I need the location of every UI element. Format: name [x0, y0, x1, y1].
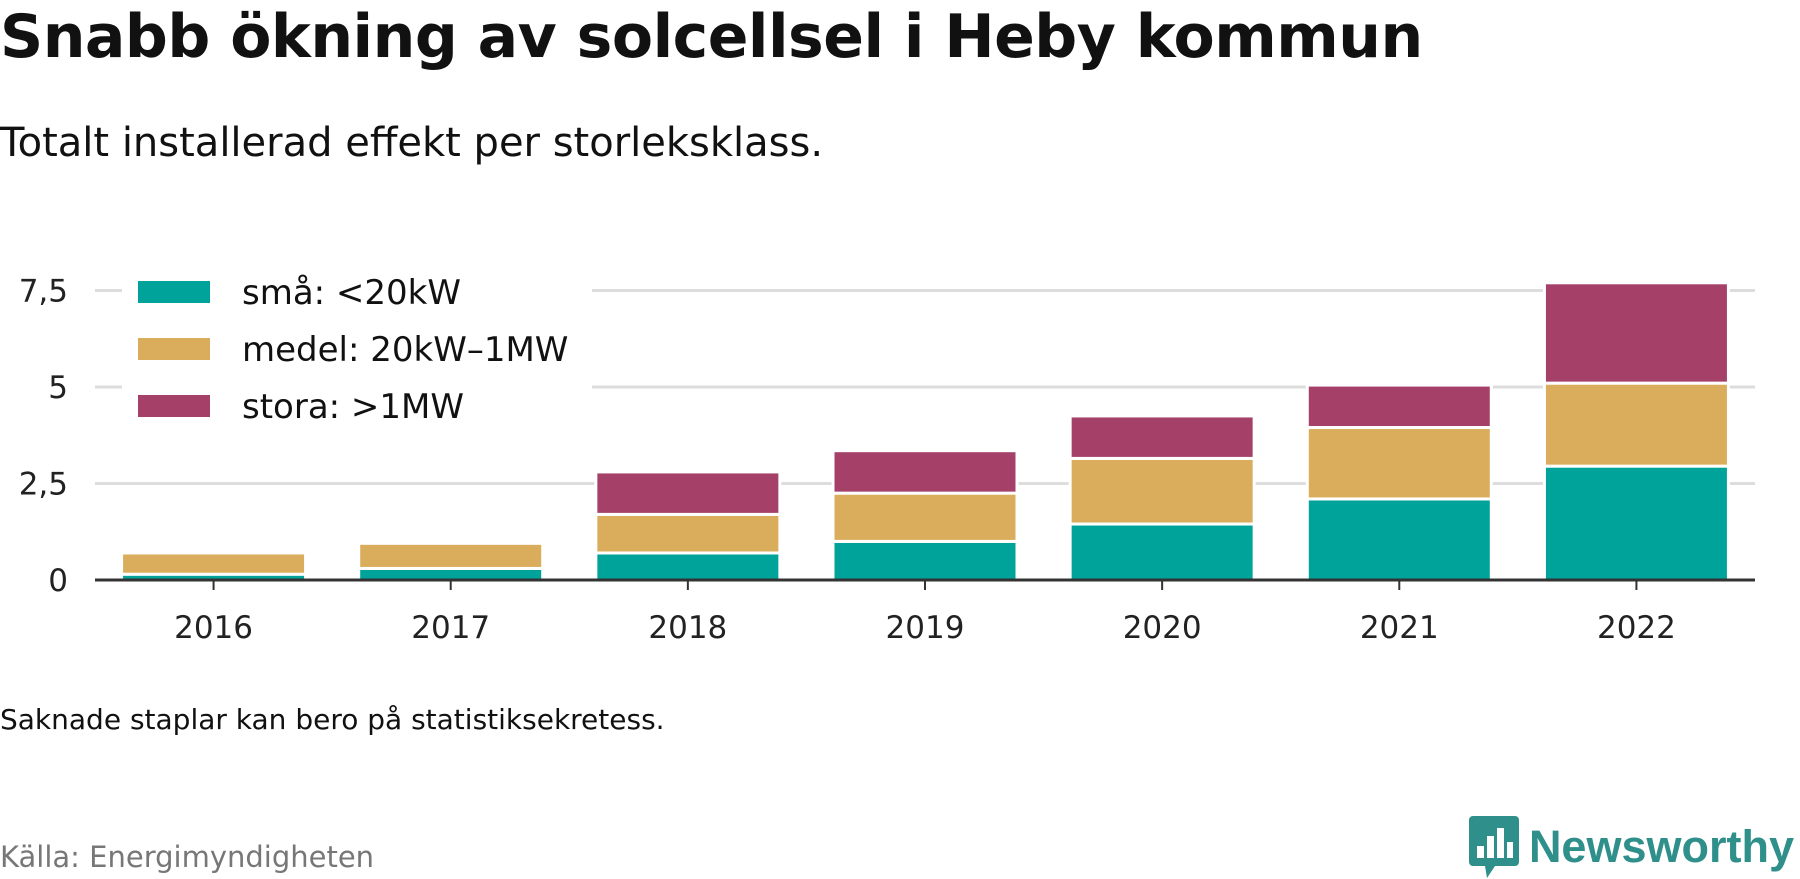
bar-segment [1542, 281, 1730, 385]
bar-segment [594, 512, 782, 555]
x-tick-label: 2021 [1360, 610, 1439, 646]
x-tick-label: 2017 [411, 610, 490, 646]
x-tick-label: 2018 [648, 610, 727, 646]
bar-segment [1305, 497, 1493, 582]
legend-label: medel: 20kW–1MW [242, 330, 568, 370]
bar-segment [1068, 522, 1256, 582]
stacked-bar-chart: 0 2,5 5 7,5 2016 2017 2018 2019 2020 2021 2022 sm… [18, 258, 1755, 646]
bar-segment [120, 551, 308, 576]
y-tick-label: 7,5 [19, 274, 68, 310]
bar-segment [357, 566, 545, 582]
x-axis: 2016 2017 2018 2019 2020 2021 2022 [95, 578, 1755, 646]
bar-segment [1542, 464, 1730, 582]
source-credit: Källa: Energimyndigheten [0, 840, 375, 874]
x-tick-label: 2016 [174, 610, 253, 646]
newsworthy-logo-icon [1468, 816, 1519, 878]
x-tick-label: 2019 [886, 610, 965, 646]
chart-title: Snabb ökning av solcellsel i Heby kommun [0, 2, 1423, 72]
bar-segment [1305, 383, 1493, 430]
y-tick-label: 5 [48, 370, 68, 406]
bar-segment [831, 539, 1019, 582]
x-tick-label: 2020 [1123, 610, 1202, 646]
y-tick-label: 2,5 [19, 467, 68, 503]
bar-segment [594, 470, 782, 516]
bar-segment [1068, 456, 1256, 526]
y-tick-label: 0 [48, 563, 68, 599]
bars [120, 281, 1730, 582]
bar-segment [1068, 414, 1256, 460]
bar-segment [831, 449, 1019, 495]
bar-segment [1305, 426, 1493, 501]
bar-segment [594, 551, 782, 582]
brand-logo: Newsworthy [1468, 816, 1794, 878]
legend-label: små: <20kW [242, 273, 461, 313]
legend-swatch [138, 281, 210, 303]
bar-segment [1542, 381, 1730, 468]
legend: små: <20kW medel: 20kW–1MW stora: >1MW [122, 258, 592, 438]
chart-subtitle: Totalt installerad effekt per storlekskl… [0, 120, 824, 166]
bar-segment [357, 541, 545, 570]
legend-label: stora: >1MW [242, 387, 464, 427]
footnote: Saknade staplar kan bero på statistiksek… [0, 703, 665, 736]
x-tick-label: 2022 [1597, 610, 1676, 646]
y-axis-ticks: 0 2,5 5 7,5 [19, 274, 68, 600]
brand-name: Newsworthy [1528, 821, 1794, 872]
bar-segment [831, 491, 1019, 543]
legend-swatch [138, 338, 210, 360]
legend-swatch [138, 395, 210, 417]
